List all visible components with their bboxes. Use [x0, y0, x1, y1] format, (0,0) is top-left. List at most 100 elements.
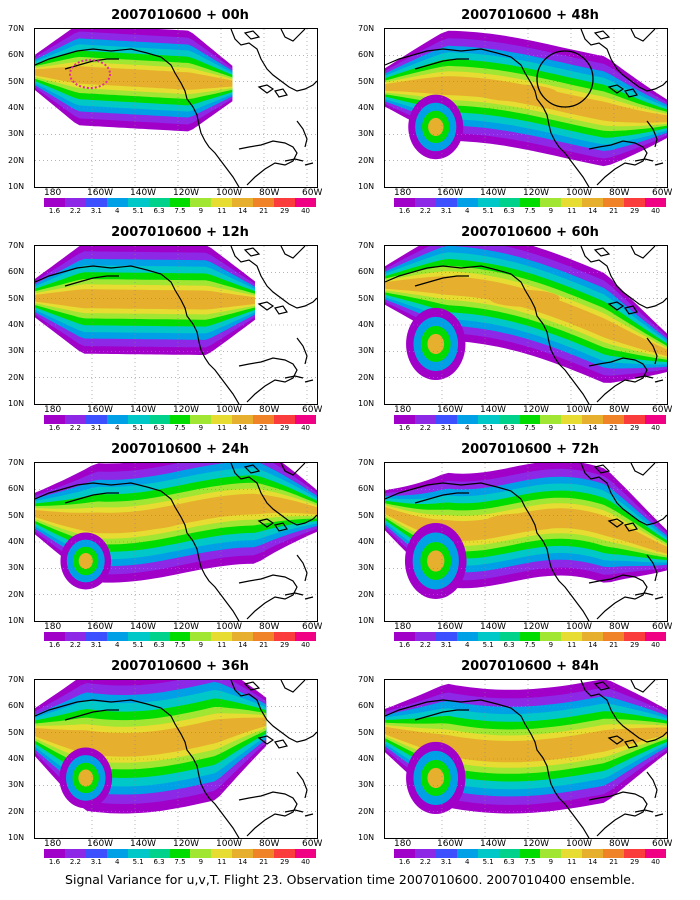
lat-label: 70N: [358, 241, 375, 250]
colorbar-label: 4: [114, 207, 120, 215]
coastline: [64, 58, 119, 70]
variance-peak: [111, 511, 182, 530]
colorbar-swatch: [295, 198, 316, 207]
coastline: [238, 574, 298, 620]
lon-label: 60W: [302, 405, 323, 415]
variance-peak: [489, 290, 560, 307]
lon-label: 60W: [652, 405, 673, 415]
coastline: [588, 140, 648, 186]
colorbar-label: 29: [630, 858, 640, 866]
coastline: [238, 140, 298, 186]
coastline: [243, 247, 261, 257]
colorbar-swatch: [582, 198, 604, 207]
colorbar: [44, 198, 316, 207]
colorbar-swatch: [274, 198, 296, 207]
coastline: [280, 680, 306, 693]
map-panel: 2007010600 + 48h 70N 60N 50N 40N 30N 20N 10N 180…: [350, 8, 680, 218]
coastline: [64, 492, 119, 504]
panel-title: 2007010600 + 00h: [111, 8, 249, 23]
coastline: [580, 29, 667, 92]
colorbar-swatch: [64, 415, 86, 424]
lon-label: 160W: [437, 622, 464, 632]
figure-caption: Signal Variance for u,v,T. Flight 23. Ob…: [65, 872, 635, 887]
lat-label: 20N: [8, 155, 25, 165]
colorbar-label: 21: [259, 641, 269, 649]
colorbar-label: 5.1: [132, 641, 144, 649]
panel-title: 2007010600 + 36h: [111, 659, 249, 674]
lon-label: 100W: [216, 188, 243, 198]
panel-title: 2007010600 + 12h: [111, 225, 249, 240]
colorbar: [44, 415, 316, 424]
lon-label: 140W: [130, 188, 157, 198]
colorbar-label: 2.2: [419, 641, 431, 649]
coastline: [385, 482, 590, 621]
colorbar-label: 40: [301, 424, 310, 432]
colorbar-swatch: [106, 198, 128, 207]
colorbar-label: 5.1: [132, 207, 144, 215]
colorbar-swatch: [498, 198, 520, 207]
map-svg: [385, 463, 667, 621]
colorbar-label: 3.1: [90, 641, 102, 649]
colorbar-swatch: [624, 632, 646, 641]
colorbar-label: 2.2: [69, 207, 81, 215]
coastline: [654, 596, 664, 600]
colorbar-swatch: [211, 415, 233, 424]
coastline: [646, 554, 658, 582]
colorbar-swatch: [519, 415, 541, 424]
lat-label: 30N: [8, 780, 25, 790]
coastline: [280, 29, 306, 42]
colorbar-swatch: [85, 198, 107, 207]
lat-label: 40N: [358, 320, 375, 329]
lon-label: 180: [394, 622, 412, 632]
lat-label: 60N: [358, 484, 375, 494]
coastline: [624, 305, 638, 315]
lon-label: 100W: [216, 405, 243, 415]
coastline: [624, 739, 638, 749]
lat-label: 40N: [8, 320, 25, 329]
lon-label: 120W: [523, 405, 550, 415]
colorbar-swatch: [498, 849, 520, 858]
lon-label: 140W: [130, 405, 157, 415]
lon-label: 80W: [609, 622, 630, 632]
coastline: [296, 771, 308, 799]
lon-label: 60W: [652, 188, 673, 198]
colorbar-swatch: [435, 632, 457, 641]
coastline: [414, 492, 469, 504]
coastline: [654, 379, 664, 383]
colorbar-label: 21: [609, 207, 619, 215]
colorbar-label: 14: [588, 424, 598, 432]
colorbar-label: 21: [259, 424, 269, 432]
coastline: [257, 84, 275, 94]
colorbar: [394, 849, 666, 858]
lon-label: 100W: [566, 839, 593, 849]
lon-label: 100W: [566, 622, 593, 632]
lat-label: 70N: [358, 458, 375, 467]
coastline: [607, 518, 625, 528]
colorbar-label: 14: [588, 858, 598, 866]
lat-label: 50N: [8, 510, 25, 520]
coastline: [274, 739, 288, 749]
colorbar-swatch: [274, 849, 296, 858]
colorbar-swatch: [148, 849, 170, 858]
colorbar-swatch: [295, 849, 316, 858]
coastline: [243, 464, 261, 474]
colorbar-swatch: [435, 198, 457, 207]
colorbar-swatch: [519, 198, 541, 207]
variance-contour: [427, 550, 445, 572]
colorbar-label: 2.2: [69, 424, 81, 432]
map-svg: [35, 29, 317, 187]
colorbar-label: 21: [259, 858, 269, 866]
coastline: [634, 809, 654, 813]
colorbar-swatch: [85, 415, 107, 424]
lat-label: 60N: [8, 267, 25, 277]
colorbar-label: 11: [567, 207, 577, 215]
colorbar-swatch: [232, 849, 254, 858]
colorbar-label: 7.5: [524, 858, 536, 866]
coastline: [274, 305, 288, 315]
lat-label: 70N: [8, 458, 25, 467]
variance-map: [34, 679, 318, 839]
lon-label: 180: [394, 188, 412, 198]
colorbar-label: 3.1: [440, 424, 452, 432]
colorbar-label: 9: [198, 858, 204, 866]
variance-contour: [78, 552, 93, 569]
